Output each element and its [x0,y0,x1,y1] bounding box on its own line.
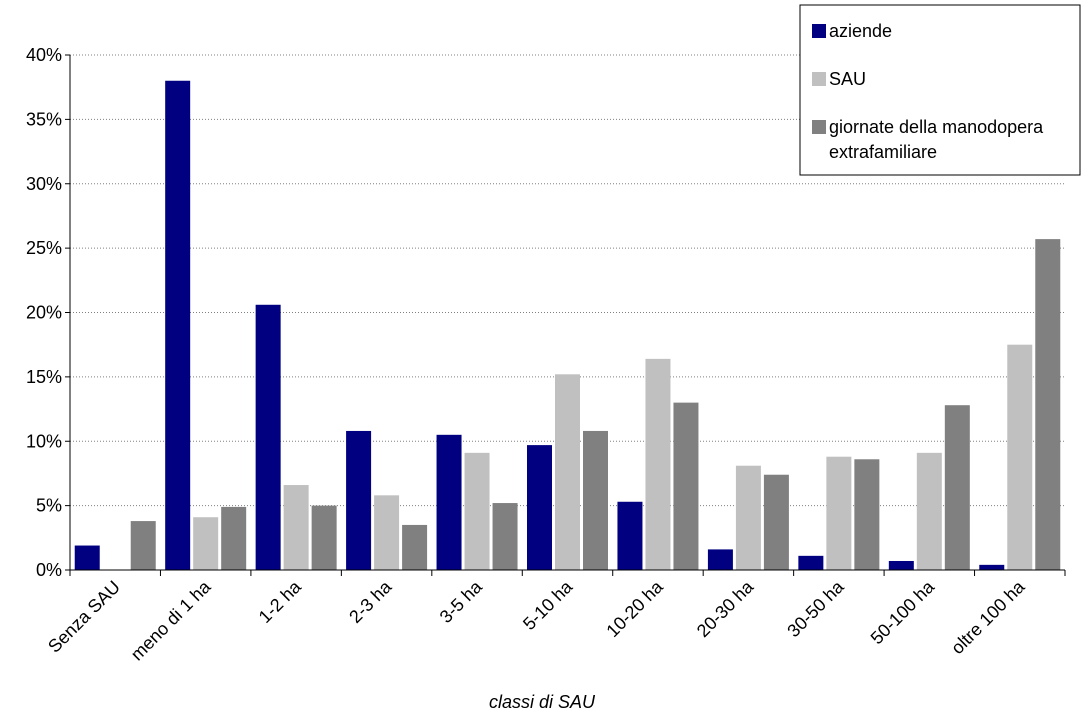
legend-swatch [812,120,826,134]
bar-aziende [979,564,1005,570]
x-tick-label: Senza SAU [44,577,124,657]
legend: aziende SAU giornate della manodopera extra… [799,4,1081,176]
x-tick-label: 3-5 ha [436,576,487,627]
bar-aziende [617,501,643,570]
x-tick-label: 20-30 ha [693,576,758,641]
bar-sau [1007,344,1033,570]
bar-sau [374,495,400,570]
bar-giornate [221,506,247,570]
bar-giornate [402,524,428,570]
x-tick-label: oltre 100 ha [947,576,1029,658]
legend-swatch [812,72,826,86]
legend-swatch [812,24,826,38]
x-tick-label: 30-50 ha [783,576,848,641]
y-tick-label: 0% [36,560,62,580]
bar-sau [645,358,671,570]
bar-sau [555,374,580,570]
bar-aziende [74,545,100,570]
bar-giornate [492,503,518,570]
bar-aziende [436,434,462,570]
bar-aziende [527,445,552,570]
legend-label: aziende [829,21,892,41]
y-tick-label: 15% [26,367,62,387]
bar-sau [916,452,942,570]
y-tick-label: 30% [26,174,62,194]
x-tick-label: 1-2 ha [255,576,306,627]
bar-sau [464,452,490,570]
legend-label: giornate della manodopera extrafamiliare [829,117,1044,162]
x-tick-labels: Senza SAU meno di 1 ha 1-2 ha 2-3 ha 3-5 ha 5… [44,576,1029,664]
bar-giornate [130,521,156,570]
bar-aziende [798,555,824,570]
bar-giornate [944,405,970,570]
legend-box [799,4,1081,176]
bar-aziende [346,430,372,570]
y-tick-label: 5% [36,496,62,516]
bar-giornate [1035,239,1061,571]
x-tick-label: meno di 1 ha [127,576,215,664]
bar-aziende [255,304,281,570]
legend-label: SAU [829,69,866,89]
y-tick-label: 35% [26,109,62,129]
y-tick-label: 20% [26,303,62,323]
bar-aziende [165,80,191,570]
bar-giornate [854,459,880,570]
bar-giornate [763,474,789,570]
y-tick-label: 10% [26,431,62,451]
x-tick-label: 50-100 ha [867,576,939,648]
y-tick-label: 25% [26,238,62,258]
bar-aziende [888,560,914,570]
y-tick-label: 40% [26,45,62,65]
x-tick-label: 10-20 ha [602,576,667,641]
gridlines [70,54,1065,507]
y-tick-labels: 0% 5% 10% 15% 20% 25% 30% 35% 40% [26,45,62,580]
bar-sau [826,456,852,570]
bar-aziende [707,549,733,570]
axes [65,54,1066,576]
x-tick-label: 5-10 ha [519,576,577,634]
bar-sau [735,465,761,570]
x-tick-label: 2-3 ha [345,576,396,627]
bar-giornate [311,505,337,570]
bars [74,80,1061,571]
bar-giornate [673,402,699,570]
bar-sau [283,485,309,570]
bar-sau [193,517,219,570]
x-axis-title: classi di SAU [489,692,596,712]
bar-giornate [583,430,608,570]
